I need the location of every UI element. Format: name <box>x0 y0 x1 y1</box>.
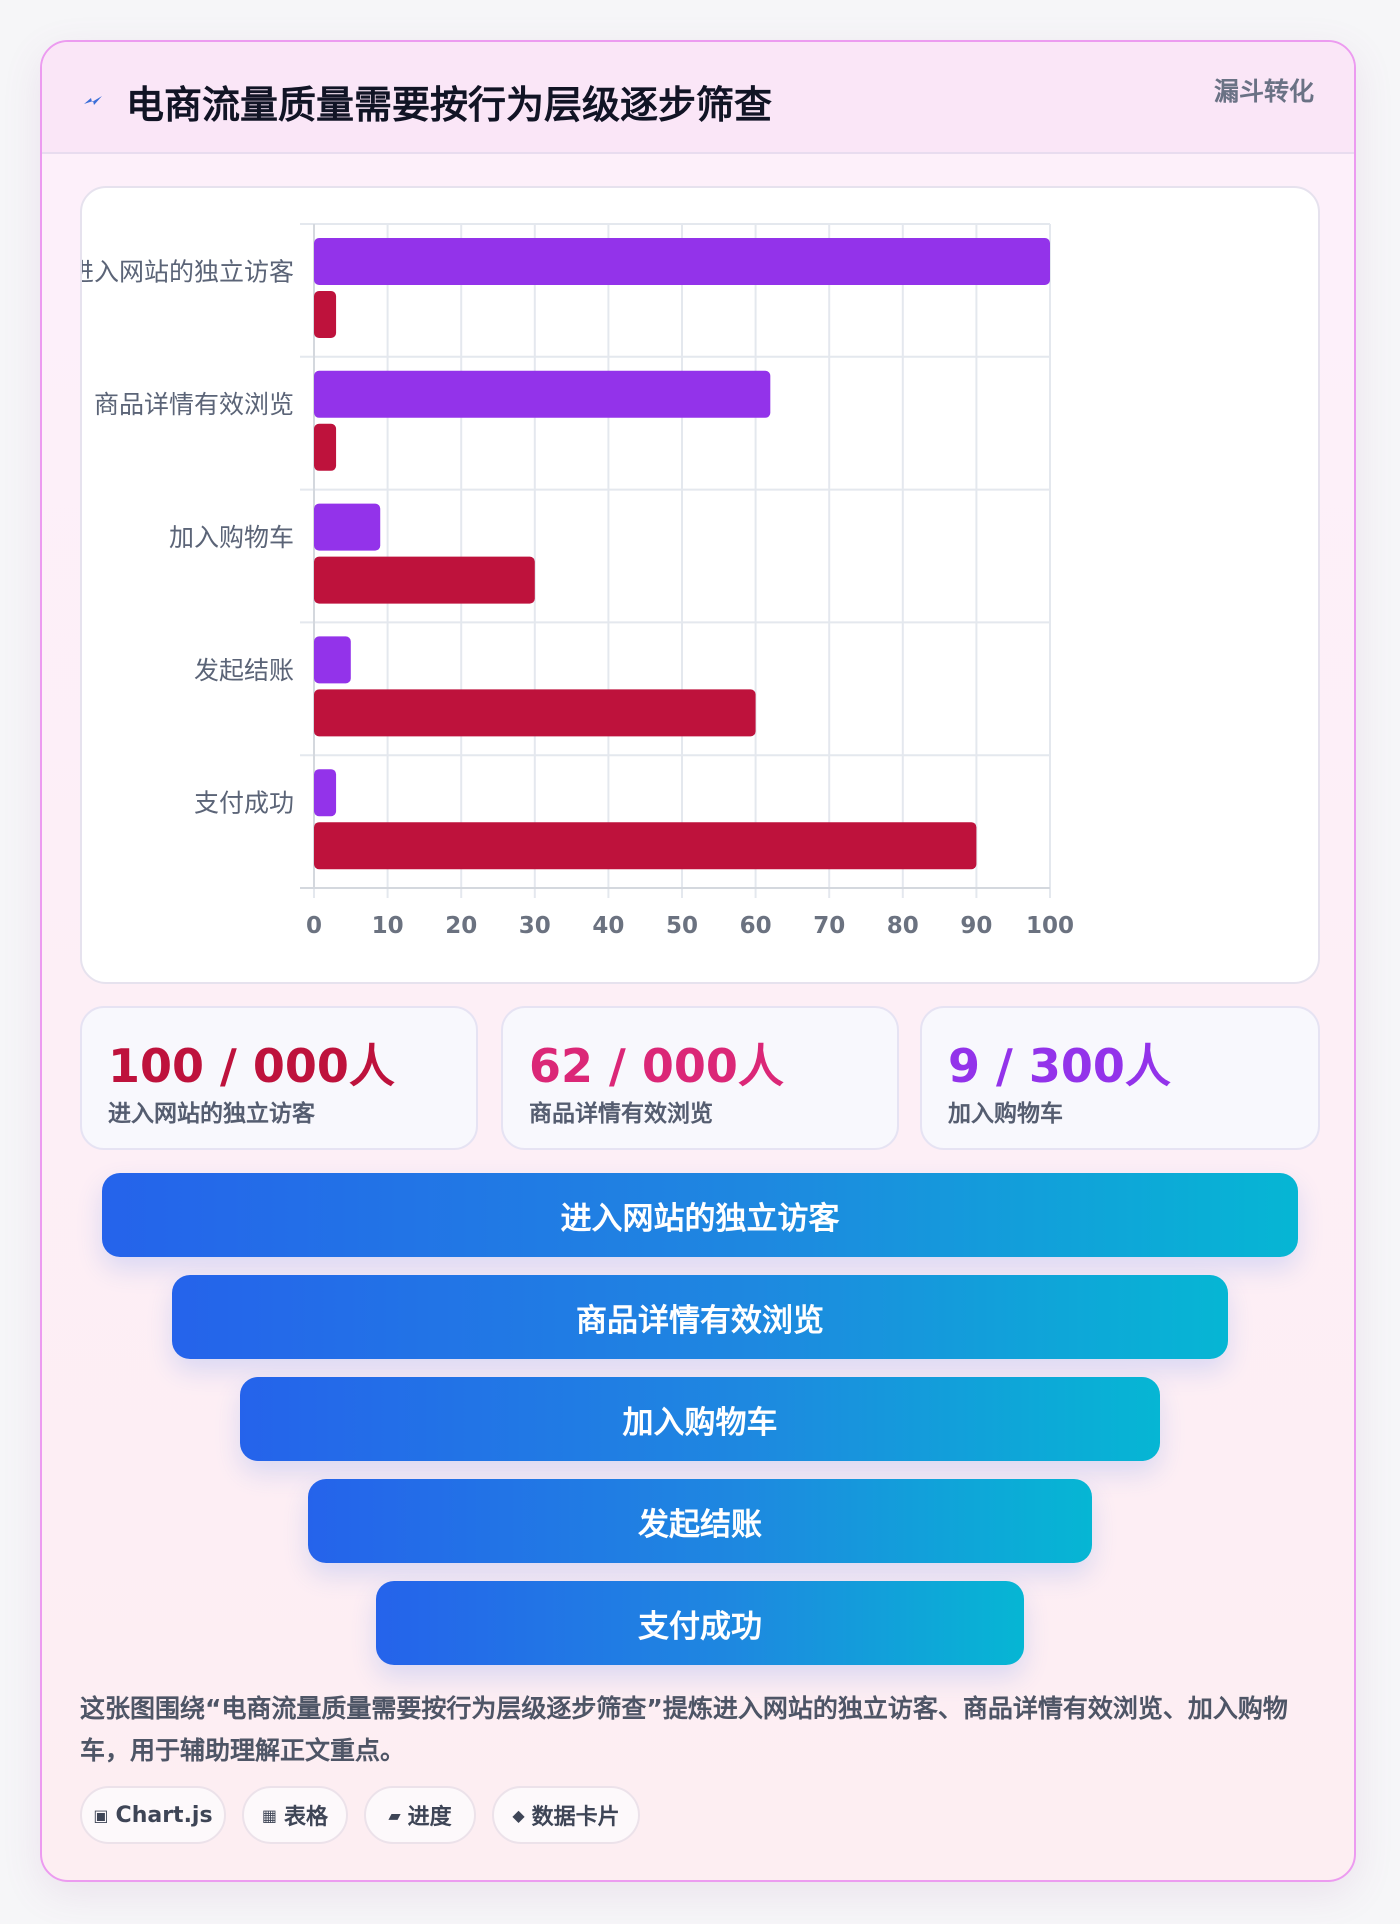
chip-progress[interactable]: ▰ 进度 <box>364 1786 476 1844</box>
x-tick-label: 50 <box>666 913 698 939</box>
funnel-step-label: 发起结账 <box>638 1506 762 1543</box>
stat-card-detail-views: 62 / 000人 商品详情有效浏览 <box>501 1006 899 1150</box>
x-tick-label: 70 <box>813 913 845 939</box>
stat-card-visitors: 100 / 000人 进入网站的独立访客 <box>80 1006 478 1150</box>
bar-series-1 <box>314 769 337 817</box>
bar-series-2 <box>314 689 756 737</box>
funnel-step: 商品详情有效浏览 <box>172 1275 1228 1359</box>
category-label: 加入购物车 <box>169 523 294 552</box>
x-tick-label: 90 <box>960 913 992 939</box>
lightning-icon <box>84 96 102 105</box>
stat-label: 加入购物车 <box>948 1101 1063 1127</box>
bar-series-1 <box>314 503 381 551</box>
progress-icon: ▰ <box>388 1805 401 1825</box>
chart-card: 电商流量质量需要按行为层级逐步筛查 漏斗转化 0 10 20 30 40 50 60 70 80… <box>40 40 1356 1882</box>
bar-series-1 <box>314 636 351 684</box>
chip-chartjs[interactable]: ▣ Chart.js <box>80 1786 226 1844</box>
stat-value: 100 / 000人 <box>108 1039 395 1093</box>
x-tick-label: 60 <box>740 913 772 939</box>
chart-description: 这张图围绕“电商流量质量需要按行为层级逐步筛查”提炼进入网站的独立访客、商品详情… <box>80 1694 1288 1765</box>
category-label: 商品详情有效浏览 <box>94 390 294 419</box>
x-tick-label: 100 <box>1026 913 1074 939</box>
category-label: 进入网站的独立访客 <box>82 257 294 286</box>
chip-label: Chart.js <box>115 1802 213 1828</box>
category-label: 发起结账 <box>194 656 294 685</box>
funnel-step: 支付成功 <box>376 1581 1024 1665</box>
funnel-step: 进入网站的独立访客 <box>102 1173 1298 1257</box>
chip-label: 进度 <box>407 1805 452 1830</box>
x-tick-label: 0 <box>306 913 322 939</box>
x-tick-label: 30 <box>519 913 551 939</box>
funnel-step: 加入购物车 <box>240 1377 1160 1461</box>
bar-chart: 0 10 20 30 40 50 60 70 80 90 100 进入网站的独立访客商品详情有效浏览加… <box>82 223 1074 939</box>
x-tick-label: 80 <box>887 913 919 939</box>
chip-table[interactable]: ▦ 表格 <box>242 1786 348 1844</box>
stat-label: 进入网站的独立访客 <box>108 1101 315 1127</box>
stat-value: 9 / 300人 <box>948 1039 1171 1093</box>
stat-label: 商品详情有效浏览 <box>529 1101 713 1127</box>
chip-data-card[interactable]: ◆ 数据卡片 <box>492 1786 640 1844</box>
chart-panel: 0 10 20 30 40 50 60 70 80 90 100 进入网站的独立访客商品详情有效浏览加… <box>80 186 1320 984</box>
category-label: 支付成功 <box>194 789 294 818</box>
stat-value: 62 / 000人 <box>529 1039 784 1093</box>
x-tick-label: 10 <box>372 913 404 939</box>
page-title: 电商流量质量需要按行为层级逐步筛查 <box>126 83 773 127</box>
funnel-step: 发起结账 <box>308 1479 1092 1563</box>
bar-series-1 <box>314 238 1050 285</box>
bar-series-2 <box>314 423 337 471</box>
stat-card-add-to-cart: 9 / 300人 加入购物车 <box>920 1006 1320 1150</box>
diamond-icon: ◆ <box>512 1805 525 1825</box>
bar-series-1 <box>314 370 771 418</box>
x-tick-label: 40 <box>592 913 624 939</box>
funnel-step-label: 进入网站的独立访客 <box>560 1200 840 1237</box>
bar-series-2 <box>314 291 337 338</box>
bar-series-2 <box>314 556 535 604</box>
chip-label: 数据卡片 <box>531 1805 620 1830</box>
funnel-step-label: 加入购物车 <box>622 1404 778 1441</box>
funnel-step-label: 支付成功 <box>638 1608 762 1645</box>
bar-series-2 <box>314 822 977 870</box>
x-tick-label: 20 <box>445 913 477 939</box>
table-icon: ▦ <box>261 1805 278 1825</box>
chart-icon: ▣ <box>93 1805 109 1825</box>
category-tag: 漏斗转化 <box>1213 77 1314 106</box>
card-header: 电商流量质量需要按行为层级逐步筛查 漏斗转化 <box>42 42 1354 154</box>
funnel-step-label: 商品详情有效浏览 <box>576 1302 824 1339</box>
chip-label: 表格 <box>284 1805 329 1830</box>
